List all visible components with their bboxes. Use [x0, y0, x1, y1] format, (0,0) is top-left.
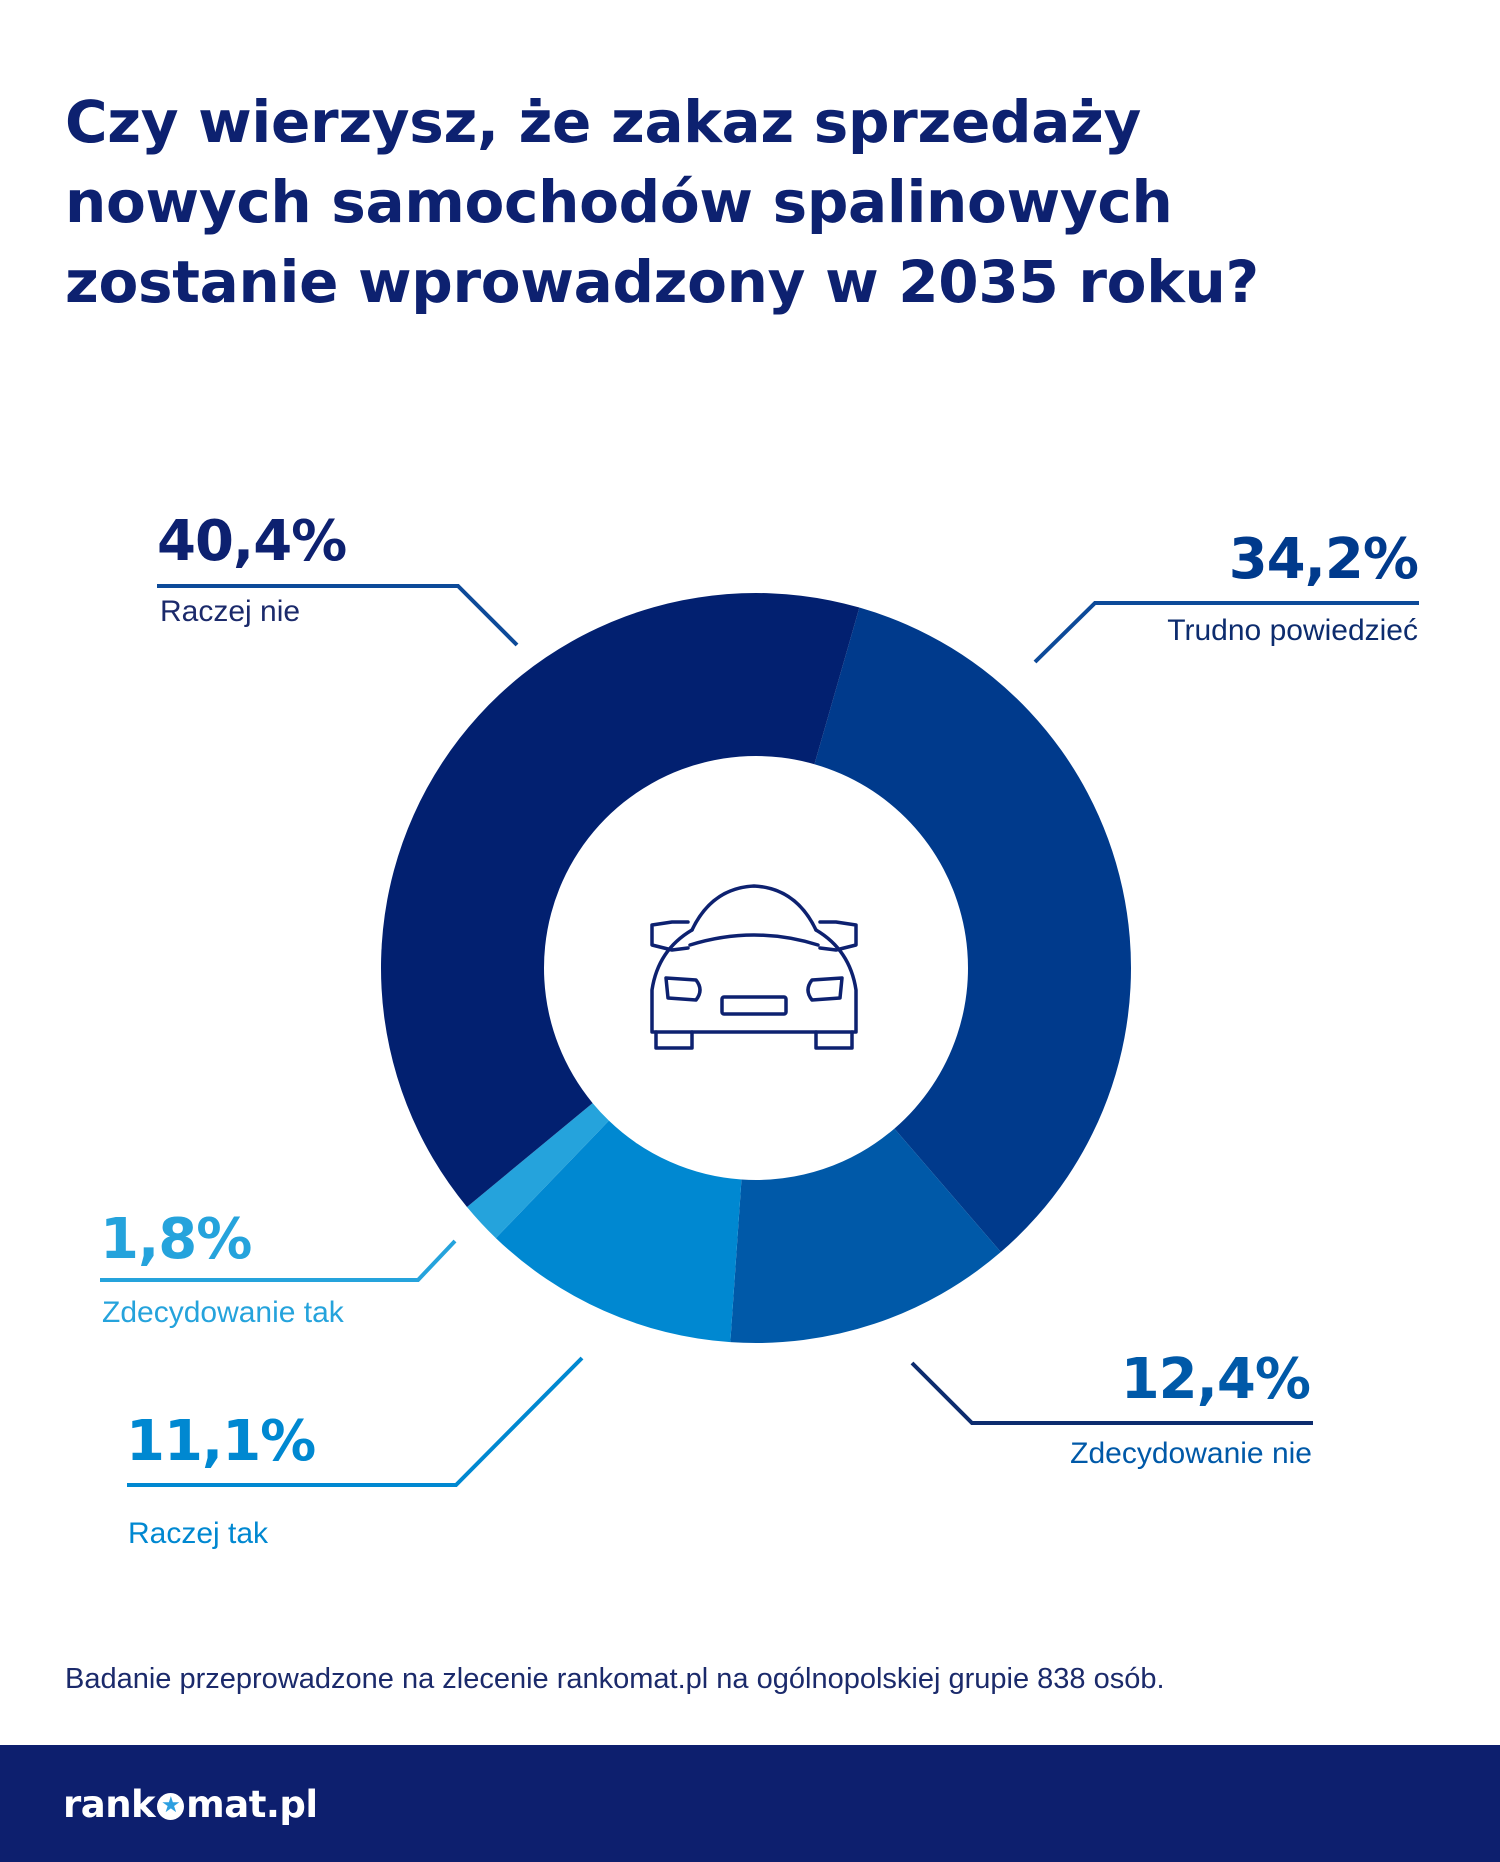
title-line-2: nowych samochodów spalinowych	[65, 168, 1173, 236]
category-label-raczej-nie: Raczej nie	[160, 595, 300, 628]
category-label-zdecydowanie-nie: Zdecydowanie nie	[1070, 1437, 1312, 1470]
slice-zdecydowanie-nie	[730, 1128, 1001, 1343]
survey-note: Badanie przeprowadzone na zlecenie ranko…	[65, 1663, 1165, 1695]
donut-chart: 40,4% Raczej nie 34,2% Trudno powiedzieć…	[100, 509, 1419, 1550]
value-label-trudno-powiedziec: 34,2%	[1229, 527, 1418, 592]
logo-text-left: rank	[63, 1783, 156, 1826]
footer-bar: rank ★ mat.pl	[0, 1745, 1500, 1862]
slice-trudno-powiedziec	[814, 607, 1131, 1253]
chart-slices	[381, 593, 1131, 1343]
slice-raczej-tak	[495, 1120, 742, 1343]
value-label-zdecydowanie-nie: 12,4%	[1121, 1347, 1310, 1412]
value-label-raczej-tak: 11,1%	[126, 1409, 315, 1474]
leader-line-raczej-tak	[127, 1356, 584, 1487]
title-line-3: zostanie wprowadzony w 2035 roku?	[65, 248, 1259, 316]
value-label-zdecydowanie-tak: 1,8%	[100, 1207, 251, 1272]
car-icon	[650, 884, 858, 1050]
category-label-trudno-powiedziec: Trudno powiedzieć	[1167, 614, 1418, 647]
rankomat-logo: rank ★ mat.pl	[63, 1783, 318, 1826]
slice-raczej-nie	[381, 593, 860, 1207]
logo-star-icon: ★	[157, 1793, 185, 1820]
category-label-raczej-tak: Raczej tak	[128, 1517, 269, 1550]
leader-line-raczej-nie	[157, 584, 519, 647]
chart-callouts: 40,4% Raczej nie 34,2% Trudno powiedzieć…	[100, 509, 1419, 1550]
category-label-zdecydowanie-tak: Zdecydowanie tak	[102, 1296, 345, 1329]
page-title: Czy wierzysz, że zakaz sprzedaży nowych …	[65, 82, 1445, 322]
logo-text-right: mat.pl	[186, 1783, 318, 1826]
slice-zdecydowanie-tak	[466, 1103, 609, 1239]
leader-line-trudno-powiedziec	[1033, 601, 1419, 664]
leader-line-zdecydowanie-nie	[910, 1361, 1313, 1425]
leader-line-zdecydowanie-tak	[100, 1239, 457, 1282]
title-line-1: Czy wierzysz, że zakaz sprzedaży	[65, 88, 1142, 156]
value-label-raczej-nie: 40,4%	[157, 509, 346, 574]
